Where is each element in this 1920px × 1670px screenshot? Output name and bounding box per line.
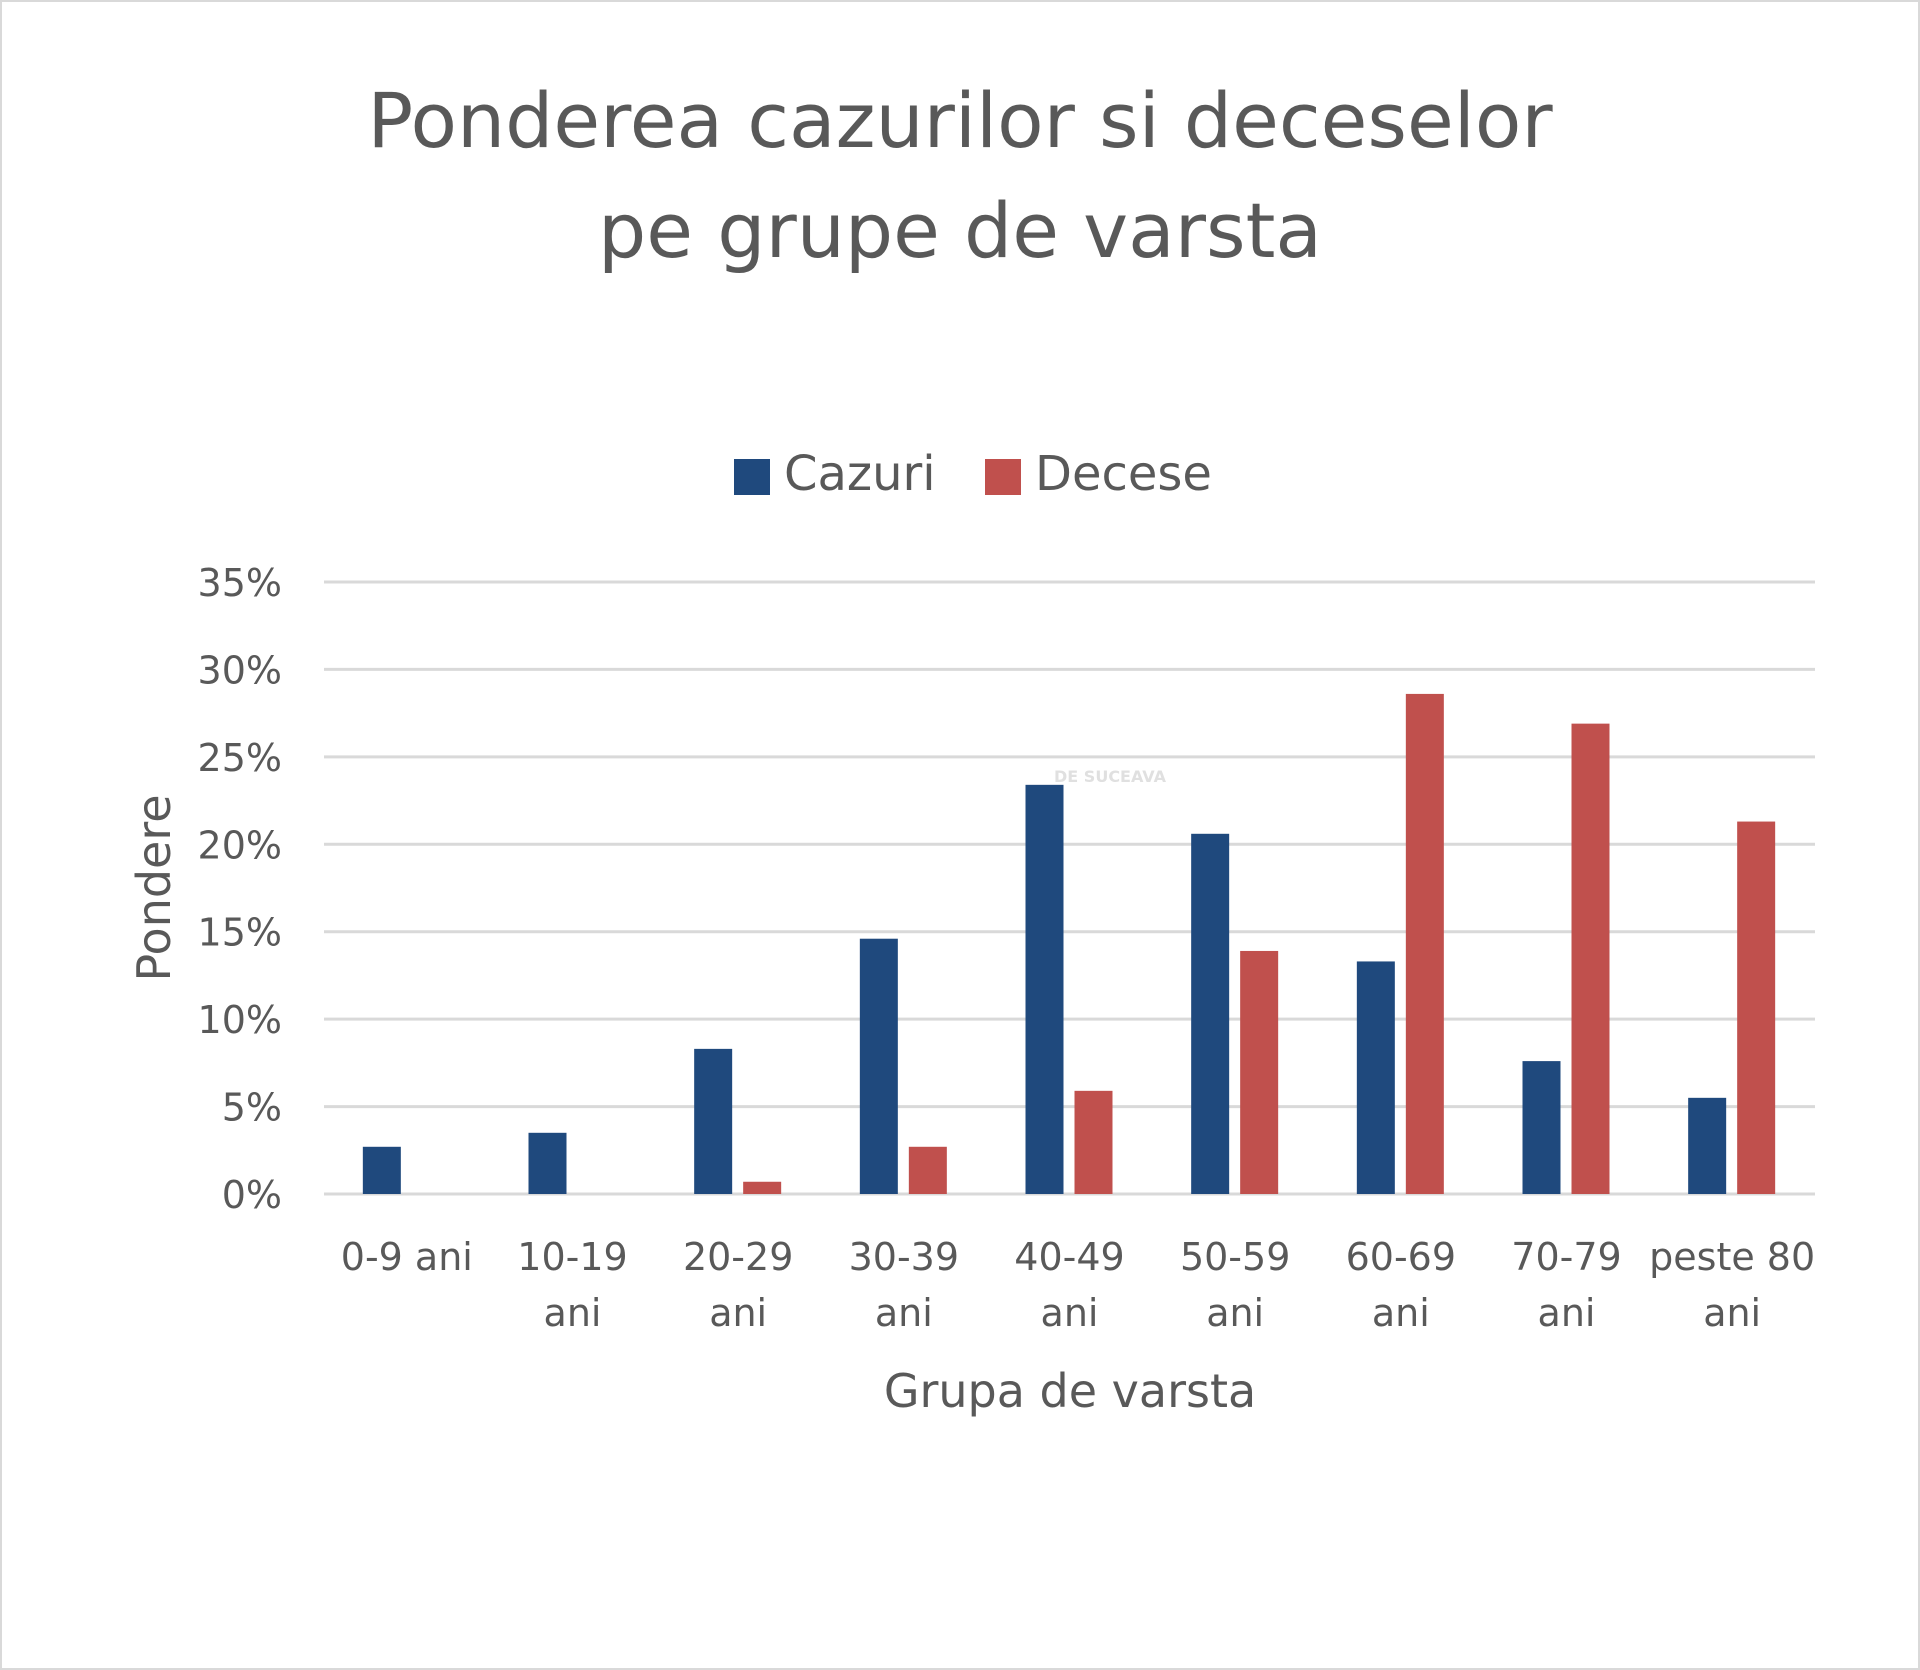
x-tick-labels: 0-9 ani 10-19 ani 20-29 ani 30-39 ani 40-49 ani 5… [341,1235,1815,1335]
y-tick-label: 5% [222,1086,282,1130]
x-tick-label: ani [1041,1291,1099,1335]
bar-cazuri [1191,833,1230,1194]
bars [362,693,1776,1194]
x-tick-label: 20-29 [683,1235,793,1279]
bar-cazuri [1688,1097,1727,1194]
x-tick-label: 60-69 [1346,1235,1456,1279]
x-tick-label: 40-49 [1014,1235,1124,1279]
x-axis-title: Grupa de varsta [884,1364,1256,1418]
bar-decese [1571,723,1610,1194]
x-tick-label: ani [1206,1291,1264,1335]
x-tick-label: ani [709,1291,767,1335]
bar-cazuri [1356,961,1395,1194]
bar-decese [1405,693,1444,1194]
y-tick-label: 15% [198,911,282,955]
x-tick-label: ani [1538,1291,1596,1335]
x-tick-label: ani [1703,1291,1761,1335]
x-tick-label: ani [1372,1291,1430,1335]
x-tick-label: 10-19 [517,1235,627,1279]
legend-swatch-cazuri [734,459,770,495]
bar-decese [1240,950,1279,1194]
y-tick-label: 30% [198,648,282,692]
x-tick-label: 50-59 [1180,1235,1290,1279]
watermark: DE SUCEAVA [1054,767,1167,786]
x-tick-label: 70-79 [1511,1235,1621,1279]
x-tick-label: ani [875,1291,933,1335]
legend-label: Decese [1035,446,1212,502]
bar-cazuri [528,1132,567,1194]
bar-decese [1737,821,1776,1194]
x-tick-label: peste 80 [1649,1235,1815,1279]
y-tick-label: 25% [198,736,282,780]
bar-decese [1074,1090,1113,1194]
y-tick-label: 10% [198,998,282,1042]
bar-cazuri [694,1048,733,1194]
bar-cazuri [859,938,898,1194]
bar-cazuri [1522,1061,1561,1194]
bar-decese [743,1181,782,1194]
legend: Cazuri Decese [734,446,1212,502]
bar-decese [908,1146,947,1194]
y-tick-label: 20% [198,823,282,867]
chart-title-line-1: Ponderea cazurilor si deceselor [367,76,1553,165]
legend-swatch-decese [985,459,1021,495]
legend-label: Cazuri [784,446,936,502]
bar-cazuri [362,1146,401,1194]
y-axis-title: Pondere [127,794,181,981]
y-tick-label: 0% [222,1173,282,1217]
bar-cazuri [1025,784,1064,1194]
gridlines: 0% 5% 10% 15% 20% 25% 30% 35% [198,561,1815,1217]
x-tick-label: 30-39 [849,1235,959,1279]
chart-title-line-2: pe grupe de varsta [598,186,1322,275]
y-tick-label: 35% [198,561,282,605]
x-tick-label: ani [544,1291,602,1335]
x-tick-label: 0-9 ani [341,1235,473,1279]
